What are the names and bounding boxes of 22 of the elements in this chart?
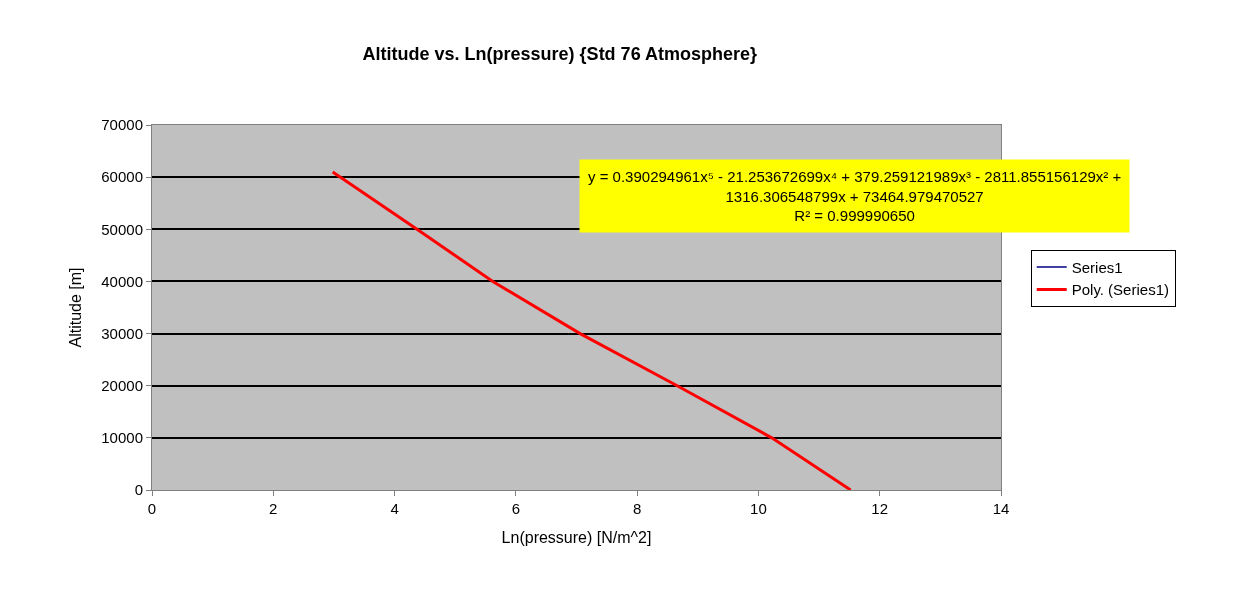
chart-title: Altitude vs. Ln(pressure) {Std 76 Atmosphere} [362,44,758,65]
legend-label: Poly. (Series1) [1071,281,1169,299]
x-tick-label: 12 [871,500,889,517]
y-tick-label: 10000 [101,429,143,447]
y-tick-label: 60000 [101,168,143,186]
y-tick-label: 20000 [101,376,143,394]
y-tick-label: 30000 [101,324,143,342]
legend-label: Series1 [1071,258,1123,276]
x-tick-label: 0 [147,500,157,517]
x-tick-label: 4 [390,500,399,517]
x-tick-label: 6 [511,500,521,517]
y-axis-title: Altitude [m] [67,267,85,348]
y-tick-label: 0 [134,481,143,499]
y-tick-label: 70000 [101,116,143,134]
y-tick-label: 50000 [101,220,143,238]
x-axis-title: Ln(pressure) [N/m^2] [501,528,652,546]
x-tick-label: 10 [750,500,767,517]
x-tick-label: 8 [632,500,642,517]
annotation: y = 0.390294961x⁵ - 21.253672699x⁴ + 379.259121989x³ - 2811.855156129x² + 1316.306548799x + 73464.979470527 R² = 0.999990650 [588,168,1122,224]
x-tick-label: 2 [269,500,278,517]
x-tick-label: 14 [992,500,1010,517]
y-tick-label: 40000 [101,272,143,290]
